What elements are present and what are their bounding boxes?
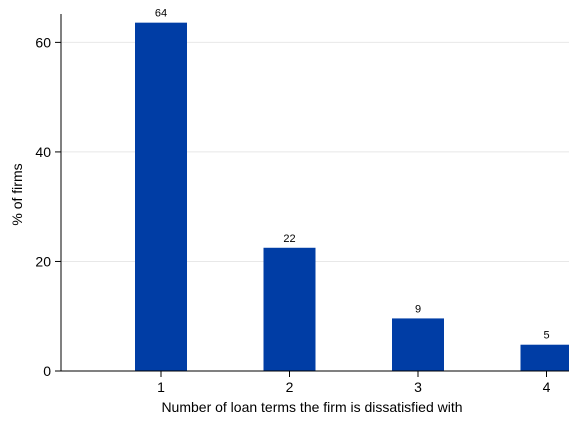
y-axis-title: % of firms (9, 163, 25, 225)
x-axis-title: Number of loan terms the firm is dissati… (161, 399, 462, 415)
data-label: 22 (283, 233, 295, 245)
data-label: 9 (415, 303, 421, 315)
y-tick-label: 20 (35, 253, 51, 269)
x-tick-label: 1 (157, 379, 165, 395)
bar (135, 23, 187, 371)
y-tick-label: 40 (35, 144, 51, 160)
data-label: 5 (543, 330, 549, 342)
bar (264, 248, 316, 371)
bar (392, 318, 444, 371)
data-label: 64 (155, 8, 167, 20)
y-tick-label: 0 (43, 363, 51, 379)
y-tick-label: 60 (35, 34, 51, 50)
x-tick-label: 4 (543, 379, 551, 395)
bars (135, 23, 569, 371)
bar (521, 345, 569, 371)
x-tick-label: 3 (414, 379, 422, 395)
x-tick-label: 2 (286, 379, 294, 395)
data-labels: 64 22 9 5 (155, 8, 550, 342)
